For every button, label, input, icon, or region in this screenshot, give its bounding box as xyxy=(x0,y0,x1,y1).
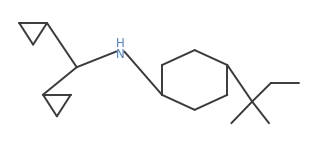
Text: N: N xyxy=(116,48,125,61)
Text: H: H xyxy=(116,37,125,50)
